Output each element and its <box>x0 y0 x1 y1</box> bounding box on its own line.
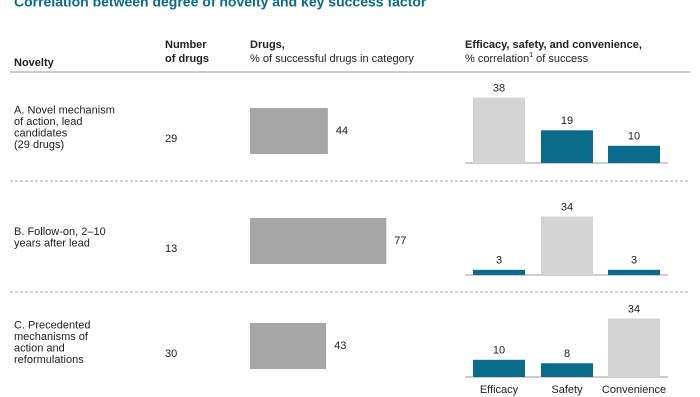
row-number: 29 <box>165 133 177 145</box>
row-label: C. Precedented <box>14 320 90 332</box>
drugs-bar <box>250 108 328 154</box>
drugs-label: 77 <box>394 235 406 247</box>
row-label: action and <box>14 343 65 355</box>
factor-bar <box>473 97 525 163</box>
factor-bar <box>473 269 525 275</box>
factor-name: Efficacy <box>480 384 519 396</box>
factor-name: Safety <box>551 384 583 396</box>
row-label: of action, lead <box>14 116 83 128</box>
factor-bar <box>541 216 593 275</box>
factor-label: 8 <box>564 348 570 360</box>
header-novelty: Novelty <box>14 57 55 69</box>
row-label: mechanisms of <box>14 331 89 343</box>
factor-label: 38 <box>493 83 505 95</box>
factor-bar <box>541 130 593 163</box>
factor-label: 10 <box>628 131 640 143</box>
header-number: of drugs <box>165 53 209 65</box>
row-label: (29 drugs) <box>14 139 64 151</box>
header-drugs: Drugs, <box>250 39 285 51</box>
drugs-bar <box>250 323 327 369</box>
header-factors: Efficacy, safety, and convenience, <box>465 39 642 51</box>
row-number: 30 <box>165 348 177 360</box>
header-drugs-sub: % of successful drugs in category <box>250 53 414 65</box>
factor-name: Convenience <box>602 384 666 396</box>
row-label: A. Novel mechanism <box>14 105 115 117</box>
factor-label: 10 <box>493 345 505 357</box>
factor-bar <box>608 318 660 377</box>
drugs-label: 44 <box>336 125 348 137</box>
factor-bar <box>608 145 660 163</box>
factor-label: 34 <box>561 201 573 213</box>
factor-label: 19 <box>561 115 573 127</box>
factor-bar <box>473 359 525 377</box>
header-number: Number <box>165 39 207 51</box>
factor-bar <box>541 363 593 377</box>
factor-label: 3 <box>496 255 502 267</box>
row-label: candidates <box>14 128 68 140</box>
drugs-label: 43 <box>334 340 346 352</box>
header-factors-sub: % correlation1 of success <box>465 52 589 65</box>
factor-label: 34 <box>628 303 640 315</box>
row-label: B. Follow-on, 2–10 <box>14 226 106 238</box>
factor-label: 3 <box>631 255 637 267</box>
title: Correlation between degree of novelty an… <box>14 0 427 10</box>
row-number: 13 <box>165 243 177 255</box>
row-label: reformulations <box>14 354 84 366</box>
factor-bar <box>608 269 660 275</box>
drugs-bar <box>250 218 387 264</box>
row-label: years after lead <box>14 238 90 250</box>
